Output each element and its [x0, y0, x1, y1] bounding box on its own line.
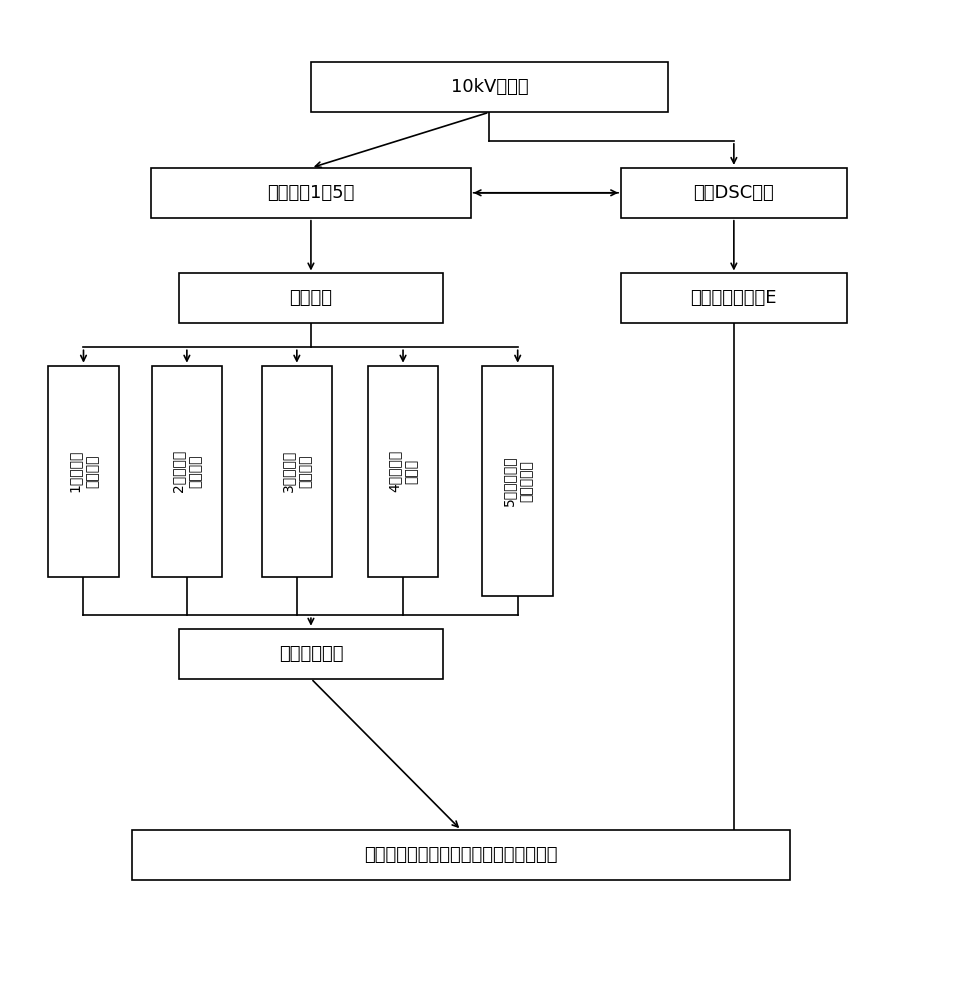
Text: 10kV新电缆: 10kV新电缆 — [450, 78, 528, 96]
Text: 得到电缆活化能E: 得到电缆活化能E — [689, 289, 777, 307]
Text: 电缆样品1～5号: 电缆样品1～5号 — [267, 184, 354, 202]
Text: 4号进行样
热老化: 4号进行样 热老化 — [387, 450, 419, 492]
Text: 进行DSC测试: 进行DSC测试 — [692, 184, 774, 202]
Bar — [368, 366, 438, 577]
Bar — [151, 168, 470, 218]
Text: 2号不劣化
局放试验: 2号不劣化 局放试验 — [171, 450, 202, 492]
Text: 局放试验: 局放试验 — [289, 289, 333, 307]
Text: 逐级耐压试验: 逐级耐压试验 — [279, 645, 343, 663]
Bar — [482, 366, 553, 596]
Bar — [179, 273, 442, 323]
Bar — [179, 629, 442, 679]
Text: 5号进行电热
联合样老化: 5号进行电热 联合样老化 — [502, 455, 533, 506]
Bar — [152, 366, 222, 577]
Bar — [620, 168, 846, 218]
Bar — [132, 830, 789, 880]
Text: 3号进行电
热样老化: 3号进行电 热样老化 — [281, 450, 312, 492]
Bar — [311, 62, 667, 112]
Text: 1号不劣化
局放试验: 1号不劣化 局放试验 — [67, 450, 99, 492]
Bar — [620, 273, 846, 323]
Text: 求得寿命预测模型中待求参数，得到方程: 求得寿命预测模型中待求参数，得到方程 — [364, 846, 557, 864]
Bar — [48, 366, 118, 577]
Bar — [261, 366, 332, 577]
